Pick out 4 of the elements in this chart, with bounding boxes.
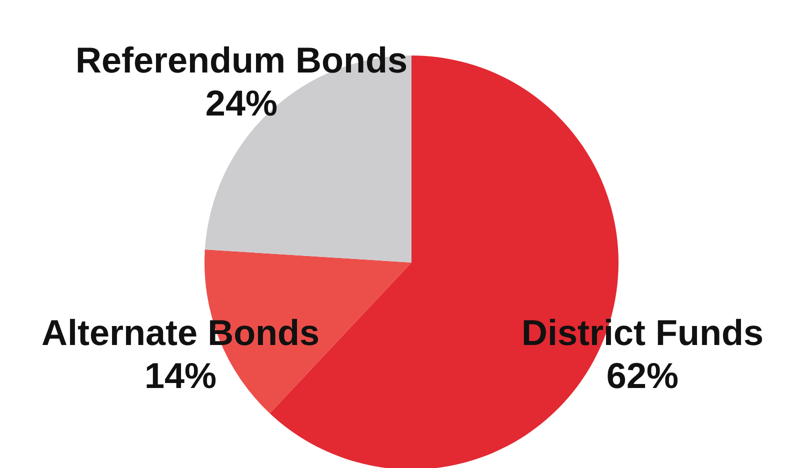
data-label: 14% (144, 354, 217, 396)
data-label: 62% (606, 354, 678, 396)
data-label: 24% (205, 82, 278, 124)
slice-label: Referendum Bonds (75, 39, 408, 80)
